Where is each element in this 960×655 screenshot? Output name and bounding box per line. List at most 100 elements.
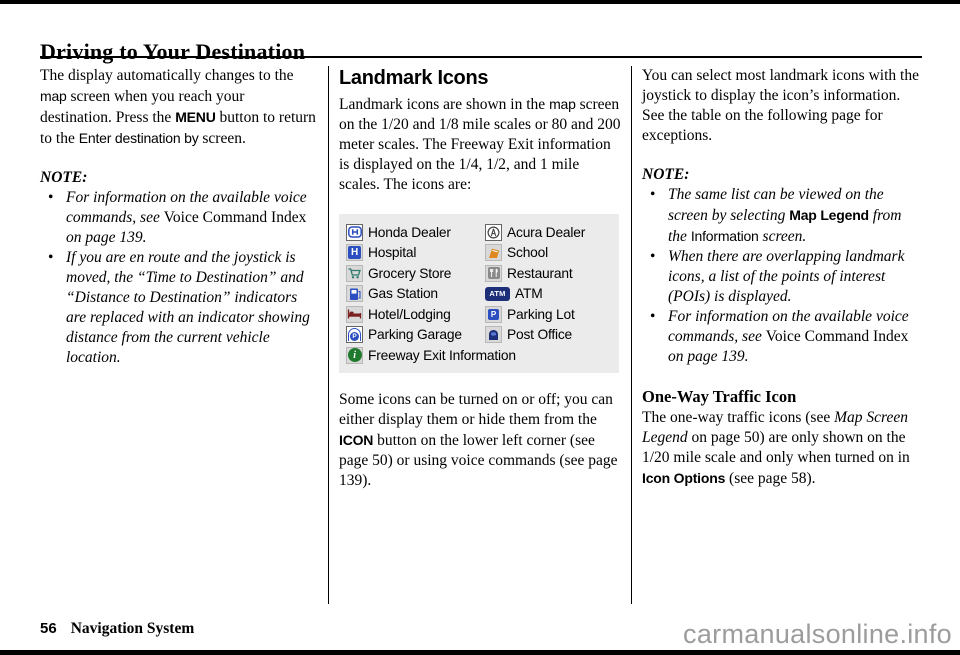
table-row: i Freeway Exit Information xyxy=(346,345,615,366)
page-bottom-border xyxy=(0,650,960,655)
text-run: screen. xyxy=(198,130,246,147)
landmark-cell: Grocery Store xyxy=(346,264,485,282)
landmark-label: Hospital xyxy=(368,245,417,261)
info-glyph: i xyxy=(347,348,362,363)
note-list: For information on the available voice c… xyxy=(40,188,318,368)
enter-destination-term: Enter destination by xyxy=(78,130,199,146)
gas-station-icon xyxy=(346,285,363,303)
landmark-cell: Restaurant xyxy=(485,264,573,282)
text-run: For information on the available voice c… xyxy=(66,189,307,226)
text-run: When there are overlapping landmark icon… xyxy=(668,248,905,305)
landmark-cell: Gas Station xyxy=(346,285,485,303)
landmark-label: Parking Lot xyxy=(507,306,575,322)
note-label: NOTE: xyxy=(40,169,88,186)
landmark-icons-table: Honda Dealer Acura Dealer H Hospital Sch… xyxy=(339,214,619,373)
hospital-icon: H xyxy=(346,244,363,262)
restaurant-icon xyxy=(485,264,502,282)
acura-dealer-icon xyxy=(485,223,502,241)
note-bullet: The same list can be viewed on the scree… xyxy=(642,185,920,247)
column-3: You can select most landmark icons with … xyxy=(642,66,920,604)
text-run: Some icons can be turned on or off; you … xyxy=(339,390,613,428)
text-run: The display automatically changes to the xyxy=(40,67,294,84)
map-term: map xyxy=(549,96,576,112)
column-divider xyxy=(631,66,632,604)
parking-garage-glyph: P xyxy=(350,331,359,341)
map-term: map xyxy=(40,88,67,104)
landmark-label: Gas Station xyxy=(368,286,438,302)
landmark-label: School xyxy=(507,245,548,261)
column-1: The display automatically changes to the… xyxy=(40,66,318,604)
page-footer: 56 Navigation System xyxy=(40,620,194,638)
note-bullet: For information on the available voice c… xyxy=(642,307,920,367)
text-run: screen when you reach your destination. … xyxy=(40,88,245,126)
text-run: Landmark icons are shown in the xyxy=(339,96,550,113)
voice-command-index-ref: Voice Command Index xyxy=(163,209,307,226)
text-run: The one-way traffic icons (see xyxy=(642,409,835,426)
school-icon xyxy=(485,244,502,262)
text-run: screen. xyxy=(758,228,807,245)
watermark: carmanualsonline.info xyxy=(683,619,952,649)
landmark-cell: Honda Dealer xyxy=(346,223,485,241)
landmark-cell: Acura Dealer xyxy=(485,223,585,241)
text-run: The same list can be viewed on the scree… xyxy=(668,186,884,224)
text-run: on page 139. xyxy=(668,348,749,365)
landmark-icons-heading: Landmark Icons xyxy=(339,67,489,89)
content-columns: The display automatically changes to the… xyxy=(40,66,922,604)
page-top-border xyxy=(0,0,960,4)
honda-dealer-icon xyxy=(346,223,363,241)
landmark-cell: H Hospital xyxy=(346,244,485,262)
landmark-cell: ATM ATM xyxy=(485,286,543,301)
voice-command-index-ref: Voice Command Index xyxy=(765,328,909,345)
landmark-cell: P Parking Garage xyxy=(346,326,485,344)
text-run: on page 50) are only shown on the 1/20 m… xyxy=(642,429,910,466)
map-screen-legend-ref: Map Screen Legend xyxy=(642,409,908,446)
text-run: (see page 58). xyxy=(725,470,816,487)
landmark-cell: P Parking Lot xyxy=(485,305,575,323)
landmark-label: Honda Dealer xyxy=(368,224,451,240)
table-row: Grocery Store Restaurant xyxy=(346,263,615,284)
note-label: NOTE: xyxy=(642,166,690,183)
landmark-cell: School xyxy=(485,244,548,262)
table-row: Gas Station ATM ATM xyxy=(346,284,615,305)
parking-garage-icon: P xyxy=(346,326,363,344)
text-run: If you are en route and the joystick is … xyxy=(66,249,310,366)
landmark-intro-paragraph: Landmark icons are shown in the map scre… xyxy=(339,94,621,195)
table-row: Honda Dealer Acura Dealer xyxy=(346,222,615,243)
landmark-label: Post Office xyxy=(507,327,573,343)
grocery-store-icon xyxy=(346,264,363,282)
text-run: button to return to the xyxy=(40,109,316,147)
menu-button-term: MENU xyxy=(175,109,216,125)
landmark-cell: i Freeway Exit Information xyxy=(346,346,516,364)
select-icons-paragraph: You can select most landmark icons with … xyxy=(642,67,919,144)
landmark-label: Restaurant xyxy=(507,265,573,281)
landmark-cell: Hotel/Lodging xyxy=(346,305,485,323)
map-legend-term: Map Legend xyxy=(789,207,869,223)
text-run: from the xyxy=(668,207,902,245)
parking-lot-icon: P xyxy=(485,305,502,323)
freeway-exit-information-icon: i xyxy=(346,346,363,364)
landmark-label: Freeway Exit Information xyxy=(368,347,516,363)
information-term: Information xyxy=(690,228,759,244)
icons-toggle-paragraph: Some icons can be turned on or off; you … xyxy=(339,390,621,491)
note-bullet: When there are overlapping landmark icon… xyxy=(642,247,920,307)
hotel-lodging-icon xyxy=(346,305,363,323)
note-bullet: For information on the available voice c… xyxy=(40,188,318,248)
one-way-traffic-paragraph: The one-way traffic icons (see Map Scree… xyxy=(642,408,920,489)
text-run: on page 139. xyxy=(66,229,147,246)
note-list: The same list can be viewed on the scree… xyxy=(642,185,920,367)
column-divider xyxy=(328,66,329,604)
atm-icon: ATM xyxy=(485,286,510,301)
icon-options-term: Icon Options xyxy=(642,470,726,486)
parking-glyph: P xyxy=(488,308,499,320)
table-row: Hotel/Lodging P Parking Lot xyxy=(346,304,615,325)
table-row: H Hospital School xyxy=(346,243,615,264)
hospital-glyph: H xyxy=(348,246,361,260)
post-office-icon xyxy=(485,326,502,344)
intro-paragraph: The display automatically changes to the… xyxy=(40,66,318,149)
landmark-label: ATM xyxy=(515,286,543,302)
column-2: Landmark Icons Landmark icons are shown … xyxy=(339,66,621,604)
text-run: For information on the available voice c… xyxy=(668,308,909,345)
landmark-label: Hotel/Lodging xyxy=(368,306,451,322)
icon-button-term: ICON xyxy=(339,431,374,448)
one-way-traffic-heading: One-Way Traffic Icon xyxy=(642,387,797,406)
